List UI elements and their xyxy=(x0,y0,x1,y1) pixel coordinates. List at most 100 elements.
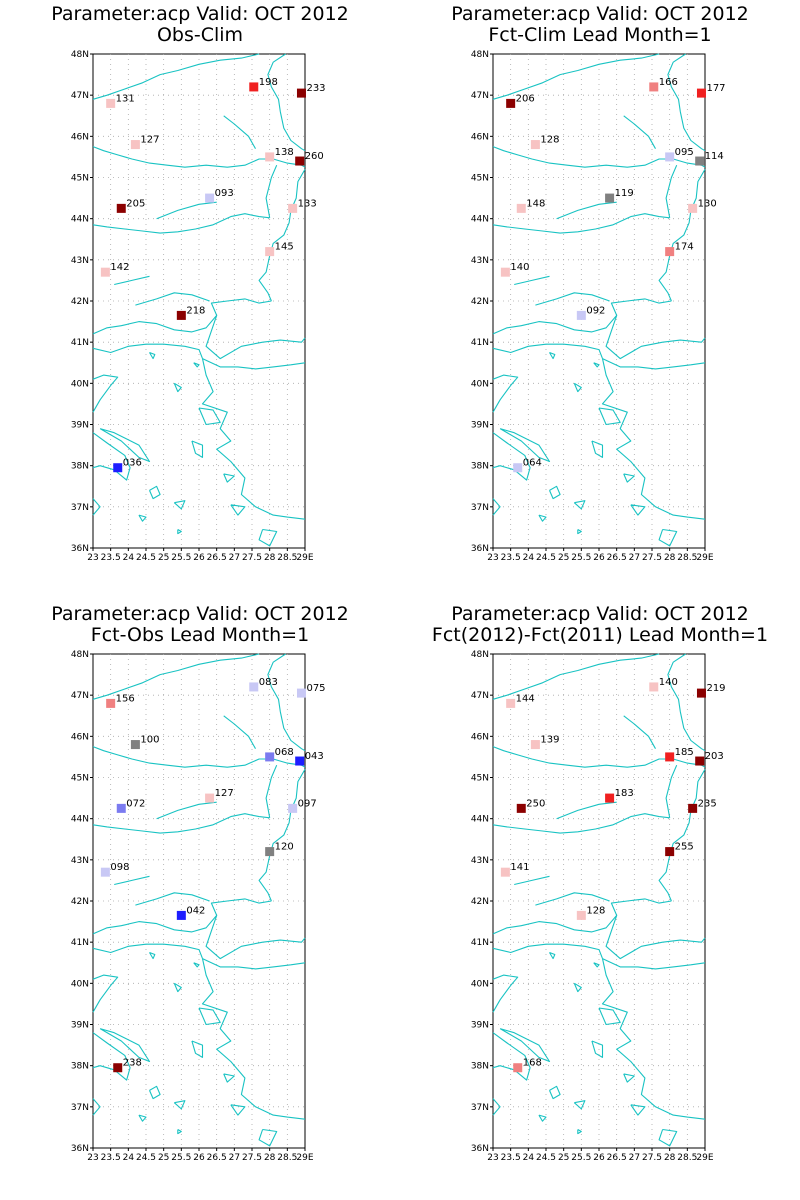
coastline xyxy=(265,164,278,218)
station-value-label: 114 xyxy=(705,151,724,162)
coastline xyxy=(514,875,550,886)
lon-tick-label: 28.5 xyxy=(677,553,697,563)
lat-tick-label: 41N xyxy=(71,338,89,348)
coastline xyxy=(549,351,556,360)
coastline xyxy=(492,498,501,516)
lat-tick-label: 41N xyxy=(471,938,489,948)
station-marker xyxy=(513,463,523,473)
coastline xyxy=(205,915,306,960)
lat-tick-label: 47N xyxy=(71,91,89,101)
coastline xyxy=(573,382,582,393)
station-marker xyxy=(649,82,659,92)
station-value-label: 148 xyxy=(526,198,545,209)
station-value-label: 092 xyxy=(586,305,605,316)
coastline xyxy=(177,529,182,535)
coastline xyxy=(492,432,531,481)
coastline xyxy=(258,769,306,902)
lat-tick-label: 40N xyxy=(471,979,489,989)
station-marker xyxy=(576,310,586,320)
lon-tick-label: 26 xyxy=(193,553,205,563)
coastline xyxy=(658,528,678,547)
lon-tick-label: 28 xyxy=(664,553,676,563)
station-marker xyxy=(516,203,526,213)
station-value-label: 141 xyxy=(510,862,529,873)
lon-tick-label: 26 xyxy=(593,553,605,563)
lon-tick-label: 27.5 xyxy=(242,553,262,563)
coastline xyxy=(549,951,556,960)
station-marker xyxy=(296,88,306,98)
coastline xyxy=(177,1129,182,1135)
coastline xyxy=(538,1114,547,1122)
station-marker xyxy=(249,82,259,92)
station-marker xyxy=(176,310,186,320)
station-value-label: 133 xyxy=(298,198,317,209)
coastline xyxy=(602,358,706,370)
station-value-label: 100 xyxy=(140,735,159,746)
coastline xyxy=(258,528,278,547)
lat-tick-label: 43N xyxy=(71,256,89,266)
grid-lines xyxy=(493,54,705,548)
lat-tick-label: 43N xyxy=(471,256,489,266)
station-value-label: 127 xyxy=(140,135,159,146)
coastline xyxy=(230,504,246,516)
coastline xyxy=(92,746,306,768)
coastlines xyxy=(92,53,306,547)
station-marker xyxy=(665,247,675,257)
lat-tick-label: 42N xyxy=(71,897,89,907)
coastline xyxy=(492,746,706,768)
station-marker xyxy=(113,463,123,473)
station-marker xyxy=(500,267,510,277)
map-panel-fct-clim: Parameter:acp Valid: OCT 2012 Fct-Clim L… xyxy=(400,0,800,600)
panel-title-line1: Parameter:acp Valid: OCT 2012 xyxy=(51,603,349,625)
coastline xyxy=(535,292,610,306)
station-value-label: 255 xyxy=(675,842,694,853)
station-marker xyxy=(500,867,510,877)
coastline xyxy=(538,514,547,522)
lat-tick-label: 48N xyxy=(471,50,489,60)
lon-tick-label: 25 xyxy=(158,553,169,563)
lat-tick-label: 46N xyxy=(471,732,489,742)
lon-tick-label: 29E xyxy=(296,1153,313,1163)
lat-tick-label: 38N xyxy=(71,462,89,472)
lat-tick-label: 36N xyxy=(71,544,89,554)
coastline xyxy=(548,485,561,500)
station-marker xyxy=(516,803,526,813)
station-marker xyxy=(696,88,706,98)
lat-tick-label: 43N xyxy=(471,856,489,866)
station-marker xyxy=(288,203,298,213)
lon-tick-label: 25.5 xyxy=(171,1153,191,1163)
coastline xyxy=(492,374,519,413)
lon-tick-label: 26 xyxy=(593,1153,605,1163)
panel-title-line2: Obs-Clim xyxy=(156,24,244,46)
station-value-label: 139 xyxy=(540,735,559,746)
coastline xyxy=(499,428,551,463)
station-value-label: 140 xyxy=(510,262,529,273)
coastline xyxy=(492,1098,501,1116)
station-marker xyxy=(688,803,698,813)
lat-tick-label: 47N xyxy=(471,691,489,701)
coastline xyxy=(267,53,306,152)
station-marker xyxy=(665,152,675,162)
coastline xyxy=(92,898,272,935)
lon-tick-label: 23 xyxy=(87,1153,98,1163)
lon-tick-label: 25.5 xyxy=(571,553,591,563)
station-marker xyxy=(130,140,140,150)
lon-tick-label: 29E xyxy=(696,1153,713,1163)
lat-tick-label: 43N xyxy=(71,856,89,866)
lon-tick-label: 23.5 xyxy=(101,1153,121,1163)
coastline xyxy=(593,362,600,368)
lon-tick-label: 23 xyxy=(87,553,98,563)
lon-tick-label: 24.5 xyxy=(136,553,156,563)
coastline xyxy=(601,358,706,520)
coastline xyxy=(667,653,706,752)
coastline xyxy=(492,146,706,168)
lat-tick-label: 38N xyxy=(471,462,489,472)
coastline xyxy=(492,943,604,959)
station-marker xyxy=(288,803,298,813)
station-marker xyxy=(265,247,275,257)
coastline xyxy=(92,213,270,234)
coastline xyxy=(201,958,306,1120)
lat-tick-label: 40N xyxy=(471,379,489,389)
coastline xyxy=(230,1104,246,1116)
station-marker xyxy=(688,203,698,213)
